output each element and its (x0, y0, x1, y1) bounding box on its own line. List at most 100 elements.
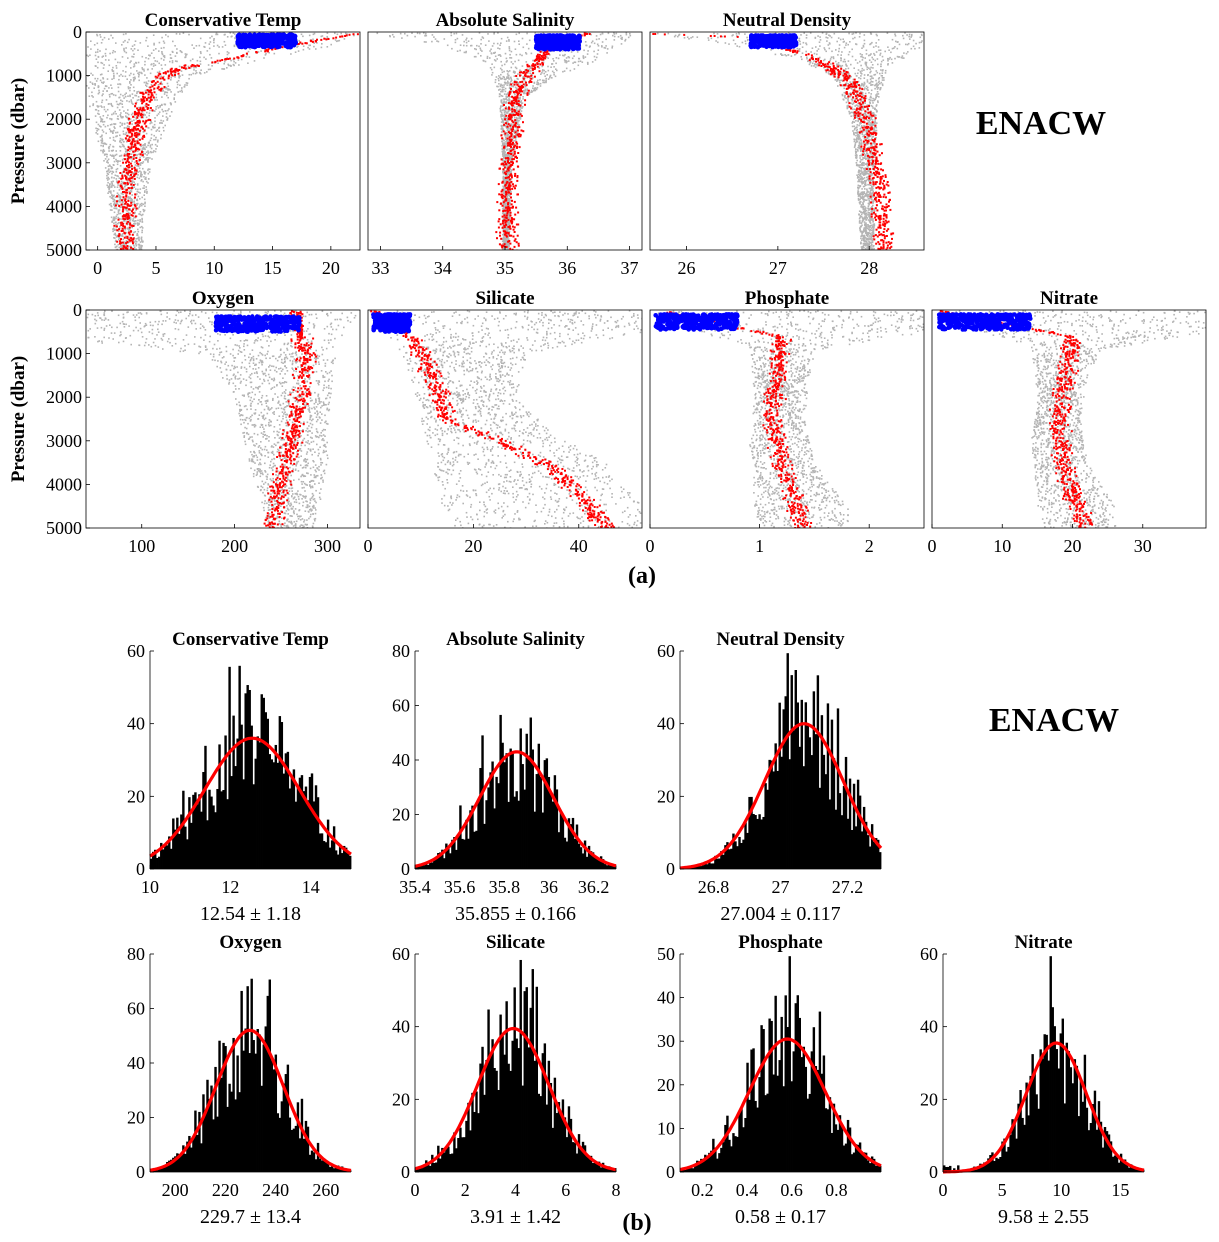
hist-nd-ytick-label: 20 (657, 786, 675, 806)
hist-po4-xtick-label: 0.2 (691, 1180, 714, 1200)
prof-o2-ytick-label: 4000 (46, 474, 82, 494)
watermass-label-a: ENACW (976, 105, 1106, 142)
hist-ct-fit-curve (149, 736, 352, 858)
prof-o2-ytick-label: 3000 (46, 431, 82, 451)
prof-po4-shallow-points (653, 312, 740, 332)
prof-po4-chart: 0 1 2 Phosphate (646, 288, 925, 556)
prof-si-title: Silicate (475, 288, 534, 309)
panel-a-label: (a) (628, 563, 656, 589)
hist-o2-xtick-label: 220 (212, 1180, 239, 1200)
prof-po4-title: Phosphate (745, 288, 829, 309)
hist-no3-xtick-label: 0 (939, 1180, 948, 1200)
hist-nd-xtick-label: 26.8 (698, 877, 730, 897)
prof-o2-ytick-label: 1000 (46, 344, 82, 364)
prof-nd-xtick-label: 26 (678, 258, 696, 278)
hist-nd-ytick-label: 60 (657, 641, 675, 661)
hist-sa-chart: 35.4 35.6 35.8 36 36.2 0 20 40 60 80 35.855 ± 0.16… (392, 629, 617, 925)
prof-nd-shallow-points (748, 33, 799, 50)
prof-ct-xtick-label: 15 (264, 258, 282, 278)
hist-si-ytick-label: 0 (401, 1162, 410, 1182)
hist-ct-title: Conservative Temp (172, 629, 329, 650)
prof-ct-ytick-label: 4000 (46, 196, 82, 216)
hist-po4-xtick-label: 0.8 (825, 1180, 848, 1200)
hist-no3-xtick-label: 10 (1052, 1180, 1070, 1200)
prof-ct-xtick-label: 5 (151, 258, 160, 278)
prof-nd-deep-points (652, 33, 895, 250)
prof-no3-points (936, 310, 1206, 528)
prof-o2-title: Oxygen (192, 288, 255, 309)
prof-sa-title: Absolute Salinity (436, 10, 575, 31)
prof-sa-shallow-points (533, 33, 582, 52)
hist-ct-xtick-label: 14 (302, 877, 320, 897)
prof-ct-frame (85, 31, 361, 251)
hist-sa-xtick-label: 35.4 (399, 877, 431, 897)
hist-o2-xtick-label: 260 (312, 1180, 339, 1200)
hist-po4-stats-caption: 0.58 ± 0.17 (735, 1206, 826, 1228)
hist-no3-bars (943, 956, 1145, 1172)
hist-si-xtick-label: 4 (511, 1180, 520, 1200)
prof-nd-xtick-label: 28 (860, 258, 878, 278)
hist-sa-ytick-label: 0 (401, 859, 410, 879)
prof-sa-xtick-label: 37 (621, 258, 639, 278)
hist-no3-xtick-label: 15 (1111, 1180, 1129, 1200)
hist-sa-title: Absolute Salinity (446, 629, 585, 650)
prof-si-xtick-label: 20 (464, 536, 482, 556)
hist-sa-ytick-label: 40 (392, 750, 410, 770)
hist-po4-bars (680, 956, 882, 1172)
prof-nd-chart: 26 27 28 Neutral Density (649, 10, 925, 278)
hist-sa-ytick-label: 80 (392, 641, 410, 661)
prof-o2-background-points (86, 310, 357, 528)
prof-o2-points (86, 310, 357, 528)
hist-sa-xtick-label: 36 (540, 877, 558, 897)
prof-si-deep-points (370, 310, 615, 528)
prof-no3-deep-points (939, 310, 1094, 528)
hist-no3-xtick-label: 5 (998, 1180, 1007, 1200)
hist-no3-ytick-label: 0 (929, 1162, 938, 1182)
hist-nd-ytick-label: 40 (657, 714, 675, 734)
prof-no3-shallow-points (936, 312, 1033, 332)
prof-nd-xtick-label: 27 (769, 258, 787, 278)
hist-no3-ytick-label: 20 (920, 1089, 938, 1109)
hist-si-xtick-label: 8 (612, 1180, 621, 1200)
prof-ct-xtick-label: 10 (205, 258, 223, 278)
prof-po4-points (653, 310, 924, 528)
prof-ct-title: Conservative Temp (145, 10, 302, 31)
prof-no3-xtick-label: 10 (993, 536, 1011, 556)
prof-o2-shallow-points (213, 314, 302, 335)
prof-o2-frame (85, 309, 361, 529)
hist-o2-fit-curve (149, 1028, 352, 1173)
hist-ct-ytick-label: 0 (136, 859, 145, 879)
hist-po4-ytick-label: 10 (657, 1118, 675, 1138)
hist-po4-ytick-label: 50 (657, 944, 675, 964)
hist-no3-ytick-label: 40 (920, 1017, 938, 1037)
hist-ct-xtick-label: 12 (221, 877, 239, 897)
hist-ct-bars (150, 665, 352, 869)
prof-si-xtick-label: 0 (364, 536, 373, 556)
hist-po4-xtick-label: 0.4 (736, 1180, 759, 1200)
hist-si-stats-caption: 3.91 ± 1.42 (470, 1206, 561, 1228)
hist-nd-xtick-label: 27.2 (832, 877, 864, 897)
hist-no3-chart: 0 5 10 15 0 20 40 60 9.58 ± 2.55 Nitrate (920, 932, 1145, 1228)
hist-nd-xtick-label: 27 (772, 877, 790, 897)
hist-o2-title: Oxygen (219, 932, 282, 953)
prof-po4-frame (649, 309, 925, 529)
prof-o2-ylabel: Pressure (dbar) (8, 356, 29, 482)
hist-nd-title: Neutral Density (716, 629, 845, 650)
prof-ct-xtick-label: 20 (322, 258, 340, 278)
prof-si-chart: 0 20 40 Silicate (364, 288, 643, 556)
hist-sa-fit-curve (414, 750, 617, 868)
hist-o2-ytick-label: 0 (136, 1162, 145, 1182)
prof-si-shallow-points (371, 312, 413, 335)
prof-sa-points (376, 32, 632, 250)
prof-sa-xtick-label: 36 (558, 258, 576, 278)
prof-sa-background-points (376, 32, 632, 250)
prof-po4-deep-points (666, 311, 813, 528)
prof-no3-xtick-label: 0 (928, 536, 937, 556)
hist-po4-ytick-label: 40 (657, 988, 675, 1008)
hist-si-chart: 0 2 4 6 8 0 20 40 60 3.91 ± 1.42 Silicate (392, 932, 621, 1228)
prof-ct-points (86, 32, 359, 250)
hist-po4-ytick-label: 20 (657, 1075, 675, 1095)
hist-po4-fit-curve (679, 1037, 882, 1172)
hist-nd-ytick-label: 0 (666, 859, 675, 879)
